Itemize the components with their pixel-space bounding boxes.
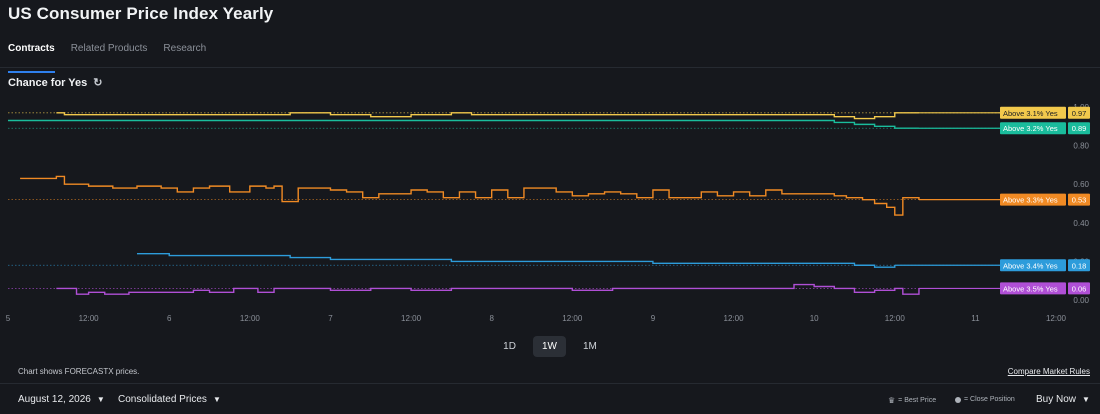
series-value-box (1068, 122, 1090, 135)
best-price-label: = Best Price (898, 397, 937, 404)
x-tick-label: 8 (489, 314, 494, 323)
series-label: Above 3.2% Yes (1003, 124, 1058, 133)
x-tick-label: 12:00 (240, 314, 261, 323)
caret-down-icon: ▼ (1082, 395, 1090, 404)
x-tick-label: 5 (6, 314, 11, 323)
series-value-box (1068, 193, 1090, 206)
x-tick-label: 12:00 (401, 314, 422, 323)
series-line (8, 119, 919, 129)
buy-now-label: Buy Now (1036, 394, 1077, 405)
range-1m-button[interactable]: 1M (582, 341, 597, 352)
price-chart[interactable]: 0.000.200.400.600.801.00512:00612:00712:… (0, 96, 1100, 328)
section-title: Chance for Yes (8, 76, 88, 89)
price-type-select[interactable]: Consolidated Prices ▼ (118, 394, 221, 405)
y-tick-label: 0.40 (1073, 219, 1089, 228)
price-type-label: Consolidated Prices (118, 394, 207, 405)
chart-note: Chart shows FORECASTX prices. (18, 367, 140, 376)
y-tick-label: 0.60 (1073, 180, 1089, 189)
series-value-label: 0.89 (1072, 124, 1087, 133)
page-title: US Consumer Price Index Yearly (8, 4, 274, 23)
range-selector: 1D 1W 1M (0, 336, 1100, 357)
x-tick-label: 11 (971, 314, 980, 323)
series-value-label: 0.53 (1072, 196, 1087, 205)
x-tick-label: 10 (810, 314, 819, 323)
series-value-box (1068, 106, 1090, 119)
series-label: Above 3.3% Yes (1003, 196, 1058, 205)
series-label-box (1000, 259, 1066, 272)
series-value-box (1068, 282, 1090, 295)
y-tick-label: 0.00 (1073, 296, 1089, 305)
footer-divider (0, 383, 1100, 384)
x-tick-label: 12:00 (885, 314, 906, 323)
x-tick-label: 12:00 (1046, 314, 1067, 323)
x-tick-label: 12:00 (562, 314, 583, 323)
close-position-legend: = Close Position (955, 396, 1015, 403)
series-line (56, 112, 919, 120)
tabs-divider (0, 67, 1100, 68)
series-label-box (1000, 106, 1066, 119)
series-line (20, 175, 920, 216)
x-tick-label: 9 (651, 314, 656, 323)
caret-down-icon: ▼ (212, 395, 221, 404)
x-tick-label: 7 (328, 314, 333, 323)
series-label-box (1000, 122, 1066, 135)
buy-now-button[interactable]: Buy Now ▼ (1036, 394, 1090, 405)
series-label: Above 3.1% Yes (1003, 109, 1058, 118)
series-value-box (1068, 259, 1090, 272)
caret-down-icon: ▼ (96, 395, 105, 404)
series-line (136, 252, 896, 268)
refresh-icon[interactable]: ↻ (93, 77, 103, 89)
close-position-icon (955, 396, 961, 403)
date-label: August 12, 2026 (18, 394, 91, 405)
tab-related-products[interactable]: Related Products (70, 43, 148, 54)
series-line (56, 283, 920, 295)
series-label: Above 3.4% Yes (1003, 261, 1058, 270)
x-tick-label: 12:00 (79, 314, 100, 323)
compare-market-rules-link[interactable]: Compare Market Rules (1007, 367, 1090, 376)
series-value-label: 0.97 (1072, 109, 1087, 118)
range-1w-button[interactable]: 1W (532, 336, 566, 357)
tab-bar: Contracts Related Products Research (8, 43, 222, 73)
series-value-label: 0.18 (1072, 261, 1087, 270)
x-tick-label: 12:00 (724, 314, 745, 323)
series-label-box (1000, 282, 1066, 295)
y-tick-label: 0.80 (1073, 142, 1089, 151)
series-value-label: 0.06 (1072, 284, 1087, 293)
best-price-legend: ♛ = Best Price (888, 396, 936, 405)
series-label-box (1000, 193, 1066, 206)
footer-bar: August 12, 2026 ▼ Consolidated Prices ▼ … (0, 384, 1100, 414)
crown-icon: ♛ (888, 396, 896, 405)
series-label: Above 3.5% Yes (1003, 284, 1058, 293)
chance-for-yes-header: Chance for Yes ↻ (8, 76, 103, 90)
date-select[interactable]: August 12, 2026 ▼ (18, 394, 105, 405)
close-position-label: = Close Position (964, 396, 1015, 403)
tab-research[interactable]: Research (163, 43, 207, 54)
x-tick-label: 6 (167, 314, 172, 323)
range-1d-button[interactable]: 1D (503, 341, 516, 352)
tab-contracts[interactable]: Contracts (8, 43, 55, 73)
